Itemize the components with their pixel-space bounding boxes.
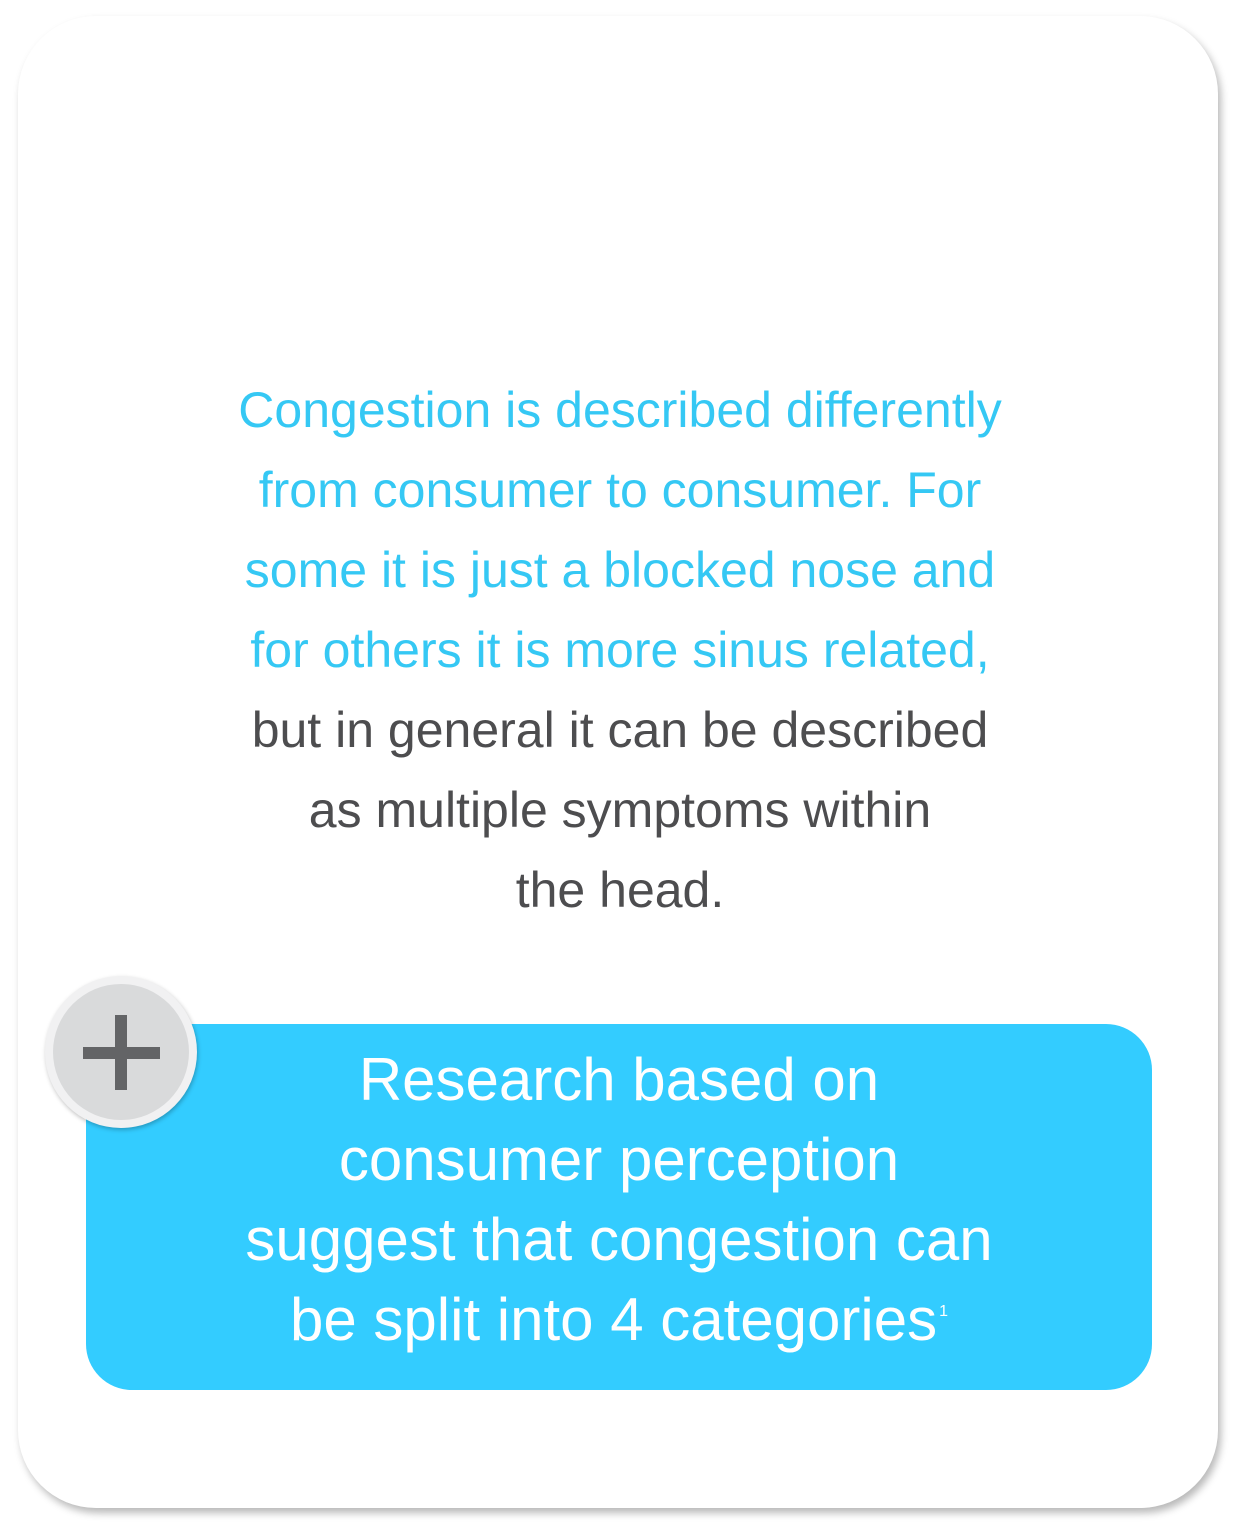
research-callout-text: Research based on consumer perception su… [86,1040,1152,1360]
intro-line: the head. [515,862,725,918]
footnote-marker: 1 [939,1303,948,1320]
expand-button[interactable] [45,976,197,1128]
research-line: suggest that congestion can [245,1206,993,1273]
intro-line: Congestion is described differently [238,382,1002,438]
intro-line: for others it is more sinus related, [250,622,990,678]
intro-line: some it is just a blocked nose and [244,542,996,598]
research-line-last: be split into 4 categories 1 [86,1280,1152,1360]
intro-line: from consumer to consumer. For [258,462,982,518]
research-line: Research based on [358,1046,880,1113]
research-callout [86,1024,1152,1390]
intro-line: as multiple symptoms within [308,782,932,838]
expand-button-face [53,984,189,1120]
research-line: be split into 4 categories [290,1286,938,1353]
intro-line: but in general it can be described [251,702,989,758]
plus-icon [83,1015,160,1090]
research-line: consumer perception [338,1126,900,1193]
intro-text: Congestion is described differently from… [120,370,1120,930]
